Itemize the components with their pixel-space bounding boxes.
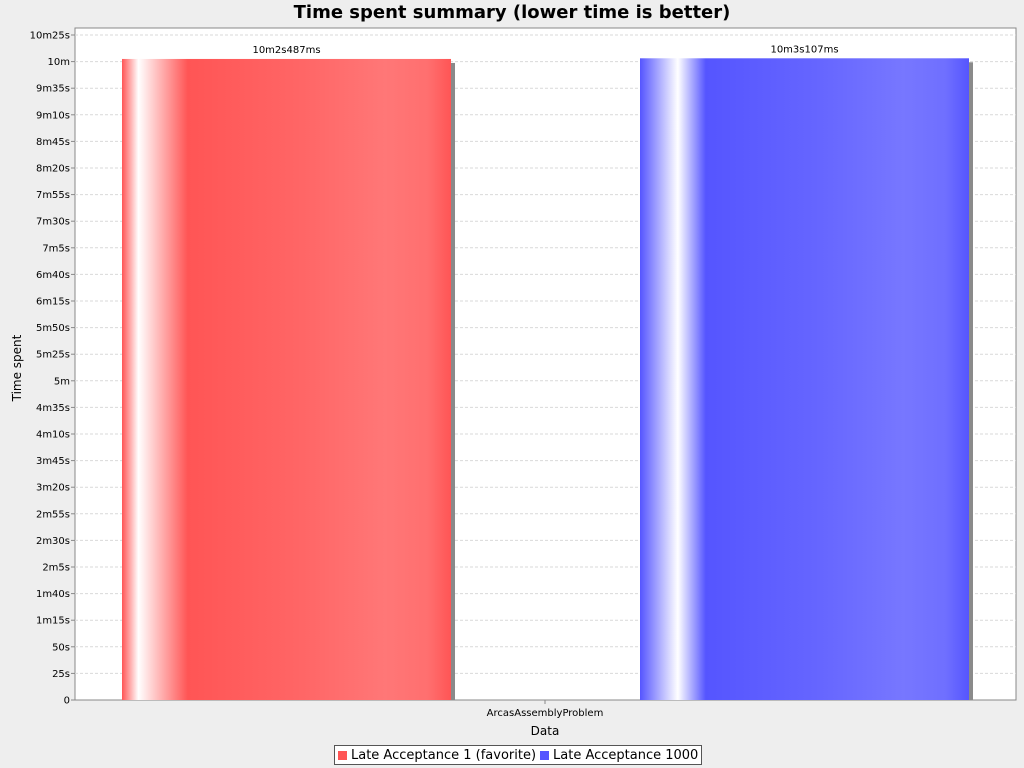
y-tick-label: 5m — [54, 376, 70, 387]
legend-label: Late Acceptance 1000 — [553, 747, 699, 763]
y-tick-label: 1m40s — [36, 589, 70, 600]
bar-value-label: 10m2s487ms — [252, 45, 320, 56]
y-tick-label: 1m15s — [36, 616, 70, 627]
y-tick-label: 7m30s — [36, 217, 70, 228]
y-tick-label: 9m35s — [36, 84, 70, 95]
y-tick-label: 50s — [52, 642, 70, 653]
y-tick-label: 3m20s — [36, 483, 70, 494]
y-tick-label: 5m25s — [36, 350, 70, 361]
y-tick-label: 25s — [52, 669, 70, 680]
y-tick-label: 6m15s — [36, 297, 70, 308]
x-axis-categories: ArcasAssemblyProblem — [487, 700, 604, 719]
y-axis-ticks: 0 25s 50s 1m15s 1m40s 2m5s 2m30s 2m55s 3m20s 3m45… — [30, 31, 75, 707]
bar-late-acceptance-1 — [122, 58, 451, 700]
legend-swatch — [540, 750, 550, 760]
y-tick-label: 4m10s — [36, 430, 70, 441]
x-category-label: ArcasAssemblyProblem — [487, 708, 604, 719]
y-tick-label: 4m35s — [36, 403, 70, 414]
y-tick-label: 7m55s — [36, 190, 70, 201]
y-tick-label: 3m45s — [36, 456, 70, 467]
y-axis-label: Time spent — [10, 334, 24, 402]
y-tick-label: 8m45s — [36, 137, 70, 148]
y-tick-label: 8m20s — [36, 164, 70, 175]
bar-late-acceptance-1000 — [640, 58, 969, 701]
y-tick-label: 10m — [48, 57, 70, 68]
legend-item: Late Acceptance 1000 — [540, 748, 698, 763]
y-tick-label: 2m30s — [36, 536, 70, 547]
legend: Late Acceptance 1 (favorite) Late Accepta… — [334, 745, 703, 765]
legend-item: Late Acceptance 1 (favorite) — [338, 748, 536, 763]
y-tick-label: 2m55s — [36, 509, 70, 520]
chart-title: Time spent summary (lower time is better… — [294, 2, 731, 23]
y-tick-label: 2m5s — [42, 563, 70, 574]
y-tick-label: 9m10s — [36, 110, 70, 121]
y-tick-label: 0 — [64, 696, 70, 707]
bar-value-label: 10m3s107ms — [770, 44, 838, 55]
bar-chart: Time spent summary (lower time is better… — [10, 2, 1017, 738]
legend-label: Late Acceptance 1 (favorite) — [351, 747, 537, 763]
y-tick-label: 7m5s — [42, 243, 70, 254]
y-tick-label: 10m25s — [30, 31, 70, 42]
bar-series: 10m2s487ms 10m3s107ms — [122, 44, 973, 701]
legend-swatch — [338, 750, 347, 760]
y-tick-label: 5m50s — [36, 323, 70, 334]
x-axis-label: Data — [531, 724, 560, 738]
y-tick-label: 6m40s — [36, 270, 70, 281]
